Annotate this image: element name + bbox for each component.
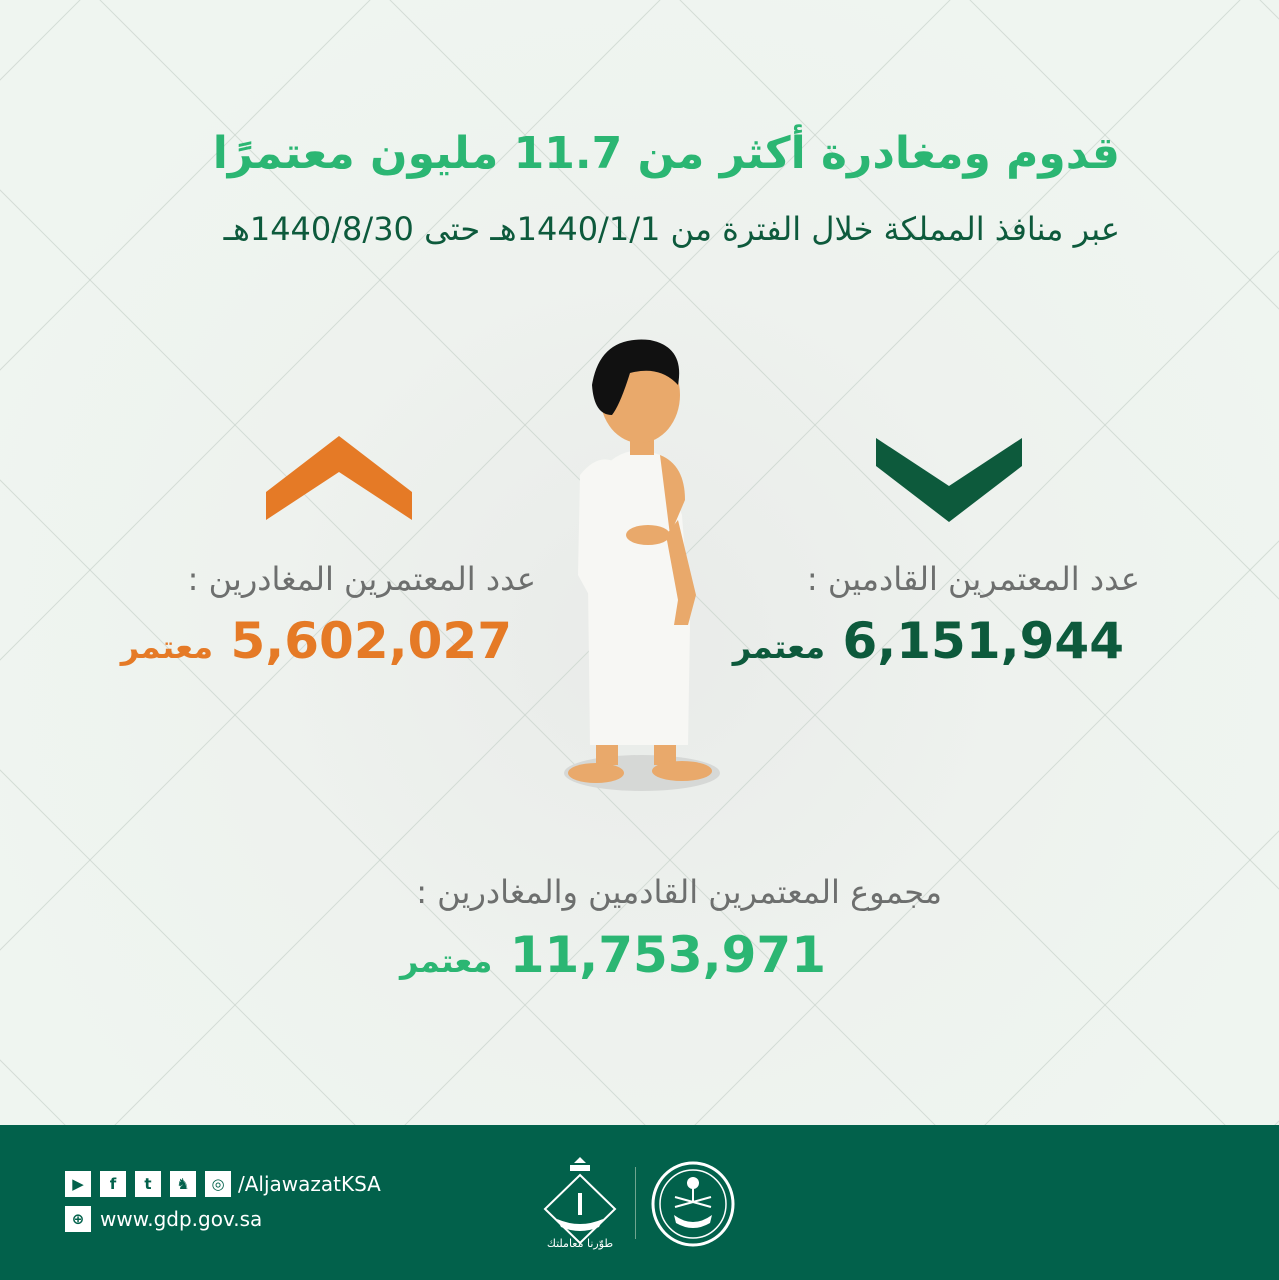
departures-value: 5,602,027 — [230, 612, 512, 670]
total-label: مجموع المعتمرين القادمين والمغادرين : — [416, 873, 942, 911]
pattern-line — [404, 250, 1279, 1125]
website-link[interactable]: www.gdp.gov.sa — [100, 1207, 263, 1231]
pilgrim-illustration — [564, 339, 720, 791]
pattern-line — [679, 0, 1279, 600]
social-handle[interactable]: /AljawazatKSA — [238, 1172, 381, 1196]
passports-logo — [543, 1157, 617, 1245]
chevron-up-icon — [266, 436, 412, 520]
pattern-line — [1259, 0, 1279, 20]
pattern-line — [0, 0, 371, 371]
pattern-line — [0, 0, 661, 661]
pattern-line — [0, 0, 951, 951]
total-unit: معتمر — [399, 942, 493, 980]
departures-unit: معتمر — [120, 628, 214, 666]
pattern-line — [694, 540, 1279, 1125]
chevron-down-icon — [876, 438, 1022, 522]
total-value: 11,753,971 — [509, 926, 826, 984]
departures-label: عدد المعتمرين المغادرين : — [187, 560, 536, 598]
total-count: 11,753,971 معتمر — [300, 926, 826, 984]
pattern-line — [0, 769, 356, 1125]
youtube-icon[interactable]: ▶ — [65, 1171, 91, 1197]
ministry-emblem — [651, 1161, 735, 1247]
arrivals-value: 6,151,944 — [842, 612, 1124, 670]
page-subtitle: عبر منافذ المملكة خلال الفترة من 1440/1/… — [223, 210, 1120, 248]
slogan: طوّرنا معاملتك — [546, 1237, 614, 1250]
departures-count: 5,602,027 معتمر — [100, 612, 512, 670]
twitter-icon[interactable]: t — [135, 1171, 161, 1197]
instagram-icon[interactable]: ◎ — [205, 1171, 231, 1197]
arrivals-unit: معتمر — [732, 628, 826, 666]
pattern-line — [0, 0, 81, 81]
divider — [635, 1167, 636, 1239]
pattern-line — [969, 0, 1279, 310]
footer: ▶ f t ♞ ◎ /AljawazatKSA ⊕ www.gdp.gov.sa… — [0, 1125, 1279, 1280]
pattern-line — [389, 0, 1279, 890]
pattern-line — [984, 830, 1279, 1125]
pattern-line — [0, 189, 936, 1125]
arrivals-count: 6,151,944 معتمر — [700, 612, 1124, 670]
globe-icon: ⊕ — [65, 1206, 91, 1232]
pattern-line — [1274, 1120, 1279, 1125]
pattern-line — [0, 479, 646, 1125]
facebook-icon[interactable]: f — [100, 1171, 126, 1197]
snapchat-icon[interactable]: ♞ — [170, 1171, 196, 1197]
arrivals-label: عدد المعتمرين القادمين : — [806, 560, 1140, 598]
page-title: قدوم ومغادرة أكثر من 11.7 مليون معتمرًا — [212, 128, 1120, 179]
